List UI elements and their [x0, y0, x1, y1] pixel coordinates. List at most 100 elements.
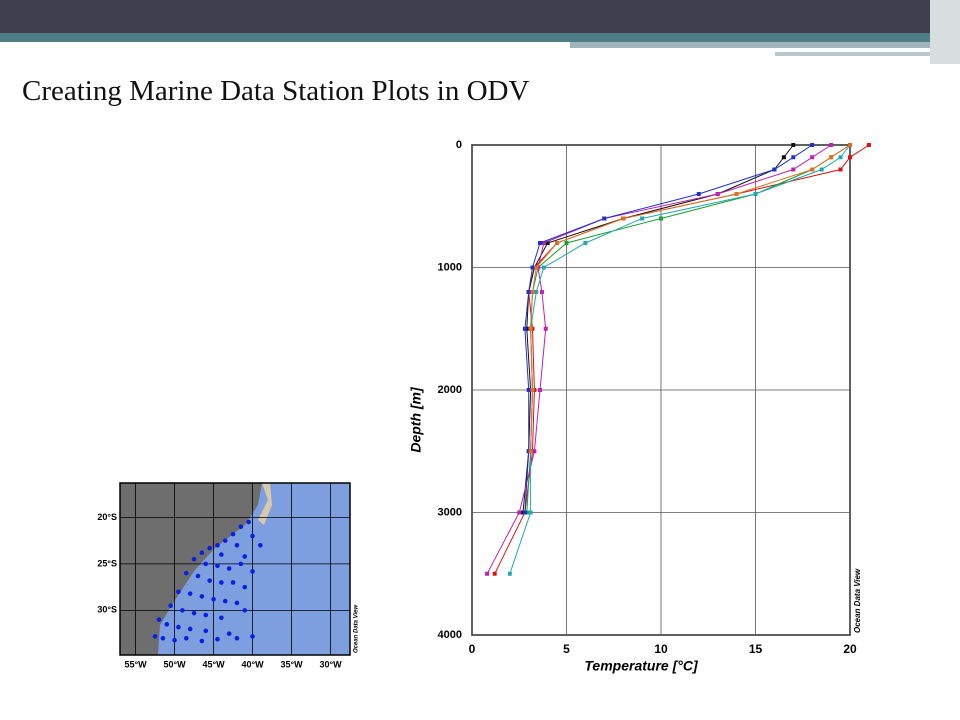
y-tick-label: 2000: [438, 384, 462, 396]
station-point: [219, 552, 224, 557]
station-point: [180, 608, 185, 613]
top-bar: [0, 0, 960, 33]
station-point: [207, 578, 212, 583]
profile-marker: [791, 143, 796, 147]
slide-title: Creating Marine Data Station Plots in OD…: [22, 75, 529, 107]
station-point: [215, 563, 220, 569]
profile-marker: [753, 192, 758, 196]
y-tick-label: 30°S: [97, 605, 117, 615]
accent-line: [775, 52, 960, 56]
map-annotation: Ocean Data View: [354, 605, 360, 653]
profile-marker: [866, 143, 871, 147]
profile-marker: [848, 143, 852, 147]
profile-line: [522, 144, 794, 513]
station-point: [242, 608, 248, 613]
profile-marker: [543, 326, 548, 331]
station-point: [199, 550, 205, 556]
station-point: [250, 533, 255, 539]
profile-marker: [696, 192, 701, 196]
x-tick-label: 15: [749, 642, 763, 656]
station-point: [191, 610, 197, 616]
profile-marker: [848, 155, 852, 160]
station-point: [211, 596, 216, 602]
corner-block: [930, 0, 960, 64]
station-point: [207, 545, 212, 551]
profile-marker: [621, 216, 626, 221]
profile-marker: [526, 290, 531, 294]
x-tick-label: 10: [654, 642, 668, 656]
profile-line: [524, 144, 813, 513]
profile-marker: [545, 241, 550, 245]
plot-annotation: Ocean Data View: [853, 568, 862, 633]
profile-marker: [522, 510, 527, 515]
station-point: [156, 617, 162, 622]
profile-marker: [810, 167, 815, 172]
ocean: [158, 483, 350, 655]
station-point: [230, 531, 236, 537]
station-point: [230, 580, 236, 585]
station-point: [176, 589, 181, 595]
profile-line: [509, 144, 851, 574]
profile-marker: [791, 167, 796, 172]
y-tick-label: 20°S: [97, 512, 117, 522]
x-tick-label: 30°W: [319, 659, 342, 669]
profile-marker: [659, 216, 663, 221]
x-tick-label: 40°W: [241, 659, 264, 669]
profile-marker: [526, 388, 531, 392]
station-point: [203, 561, 209, 567]
profile-marker: [819, 167, 824, 172]
station-point: [172, 637, 177, 643]
profile-line: [530, 144, 851, 452]
profile-marker: [791, 155, 796, 160]
profile-marker: [838, 167, 843, 172]
station-point: [152, 634, 158, 639]
profile-marker: [829, 155, 834, 160]
map-frame: [119, 482, 351, 656]
profile-marker: [781, 155, 786, 160]
y-tick-label: 1000: [438, 261, 462, 273]
profile-marker: [517, 510, 522, 515]
profile-marker: [528, 510, 533, 515]
station-point: [191, 556, 197, 562]
profile-marker: [838, 155, 843, 160]
profile-marker: [538, 241, 543, 245]
profile-marker: [772, 167, 777, 172]
profile-marker: [583, 241, 588, 245]
station-point: [234, 600, 240, 606]
profile-marker: [534, 290, 539, 294]
station-point: [250, 634, 255, 639]
profile-marker: [810, 143, 815, 147]
x-tick-label: 55°W: [125, 659, 148, 669]
profile-line: [494, 144, 870, 575]
x-tick-label: 5: [563, 642, 570, 656]
y-tick-label: 3000: [438, 506, 462, 518]
station-point: [199, 638, 205, 644]
profile-marker: [810, 155, 815, 160]
station-point: [176, 624, 181, 630]
station-point: [168, 603, 173, 609]
station-point: [203, 612, 209, 618]
station-point: [219, 615, 224, 621]
x-axis-label: Temperature [°C]: [584, 658, 699, 674]
station-point: [187, 626, 193, 632]
accent-line: [570, 42, 960, 48]
coast-relief: [258, 483, 272, 525]
profile-marker: [829, 143, 834, 147]
profile-marker: [534, 265, 539, 270]
profile-marker: [538, 388, 543, 392]
x-tick-label: 50°W: [164, 659, 187, 669]
profile-marker: [532, 449, 537, 454]
x-tick-label: 20: [843, 642, 857, 656]
station-point: [238, 524, 244, 529]
station-point: [222, 598, 228, 604]
station-point: [234, 542, 240, 548]
station-point: [226, 566, 232, 571]
station-point: [183, 570, 189, 576]
station-point: [215, 636, 220, 642]
y-tick-label: 0: [456, 139, 462, 151]
station-point: [203, 628, 209, 634]
station-point: [219, 580, 224, 585]
station-point: [238, 561, 244, 567]
profile-marker: [640, 216, 645, 221]
